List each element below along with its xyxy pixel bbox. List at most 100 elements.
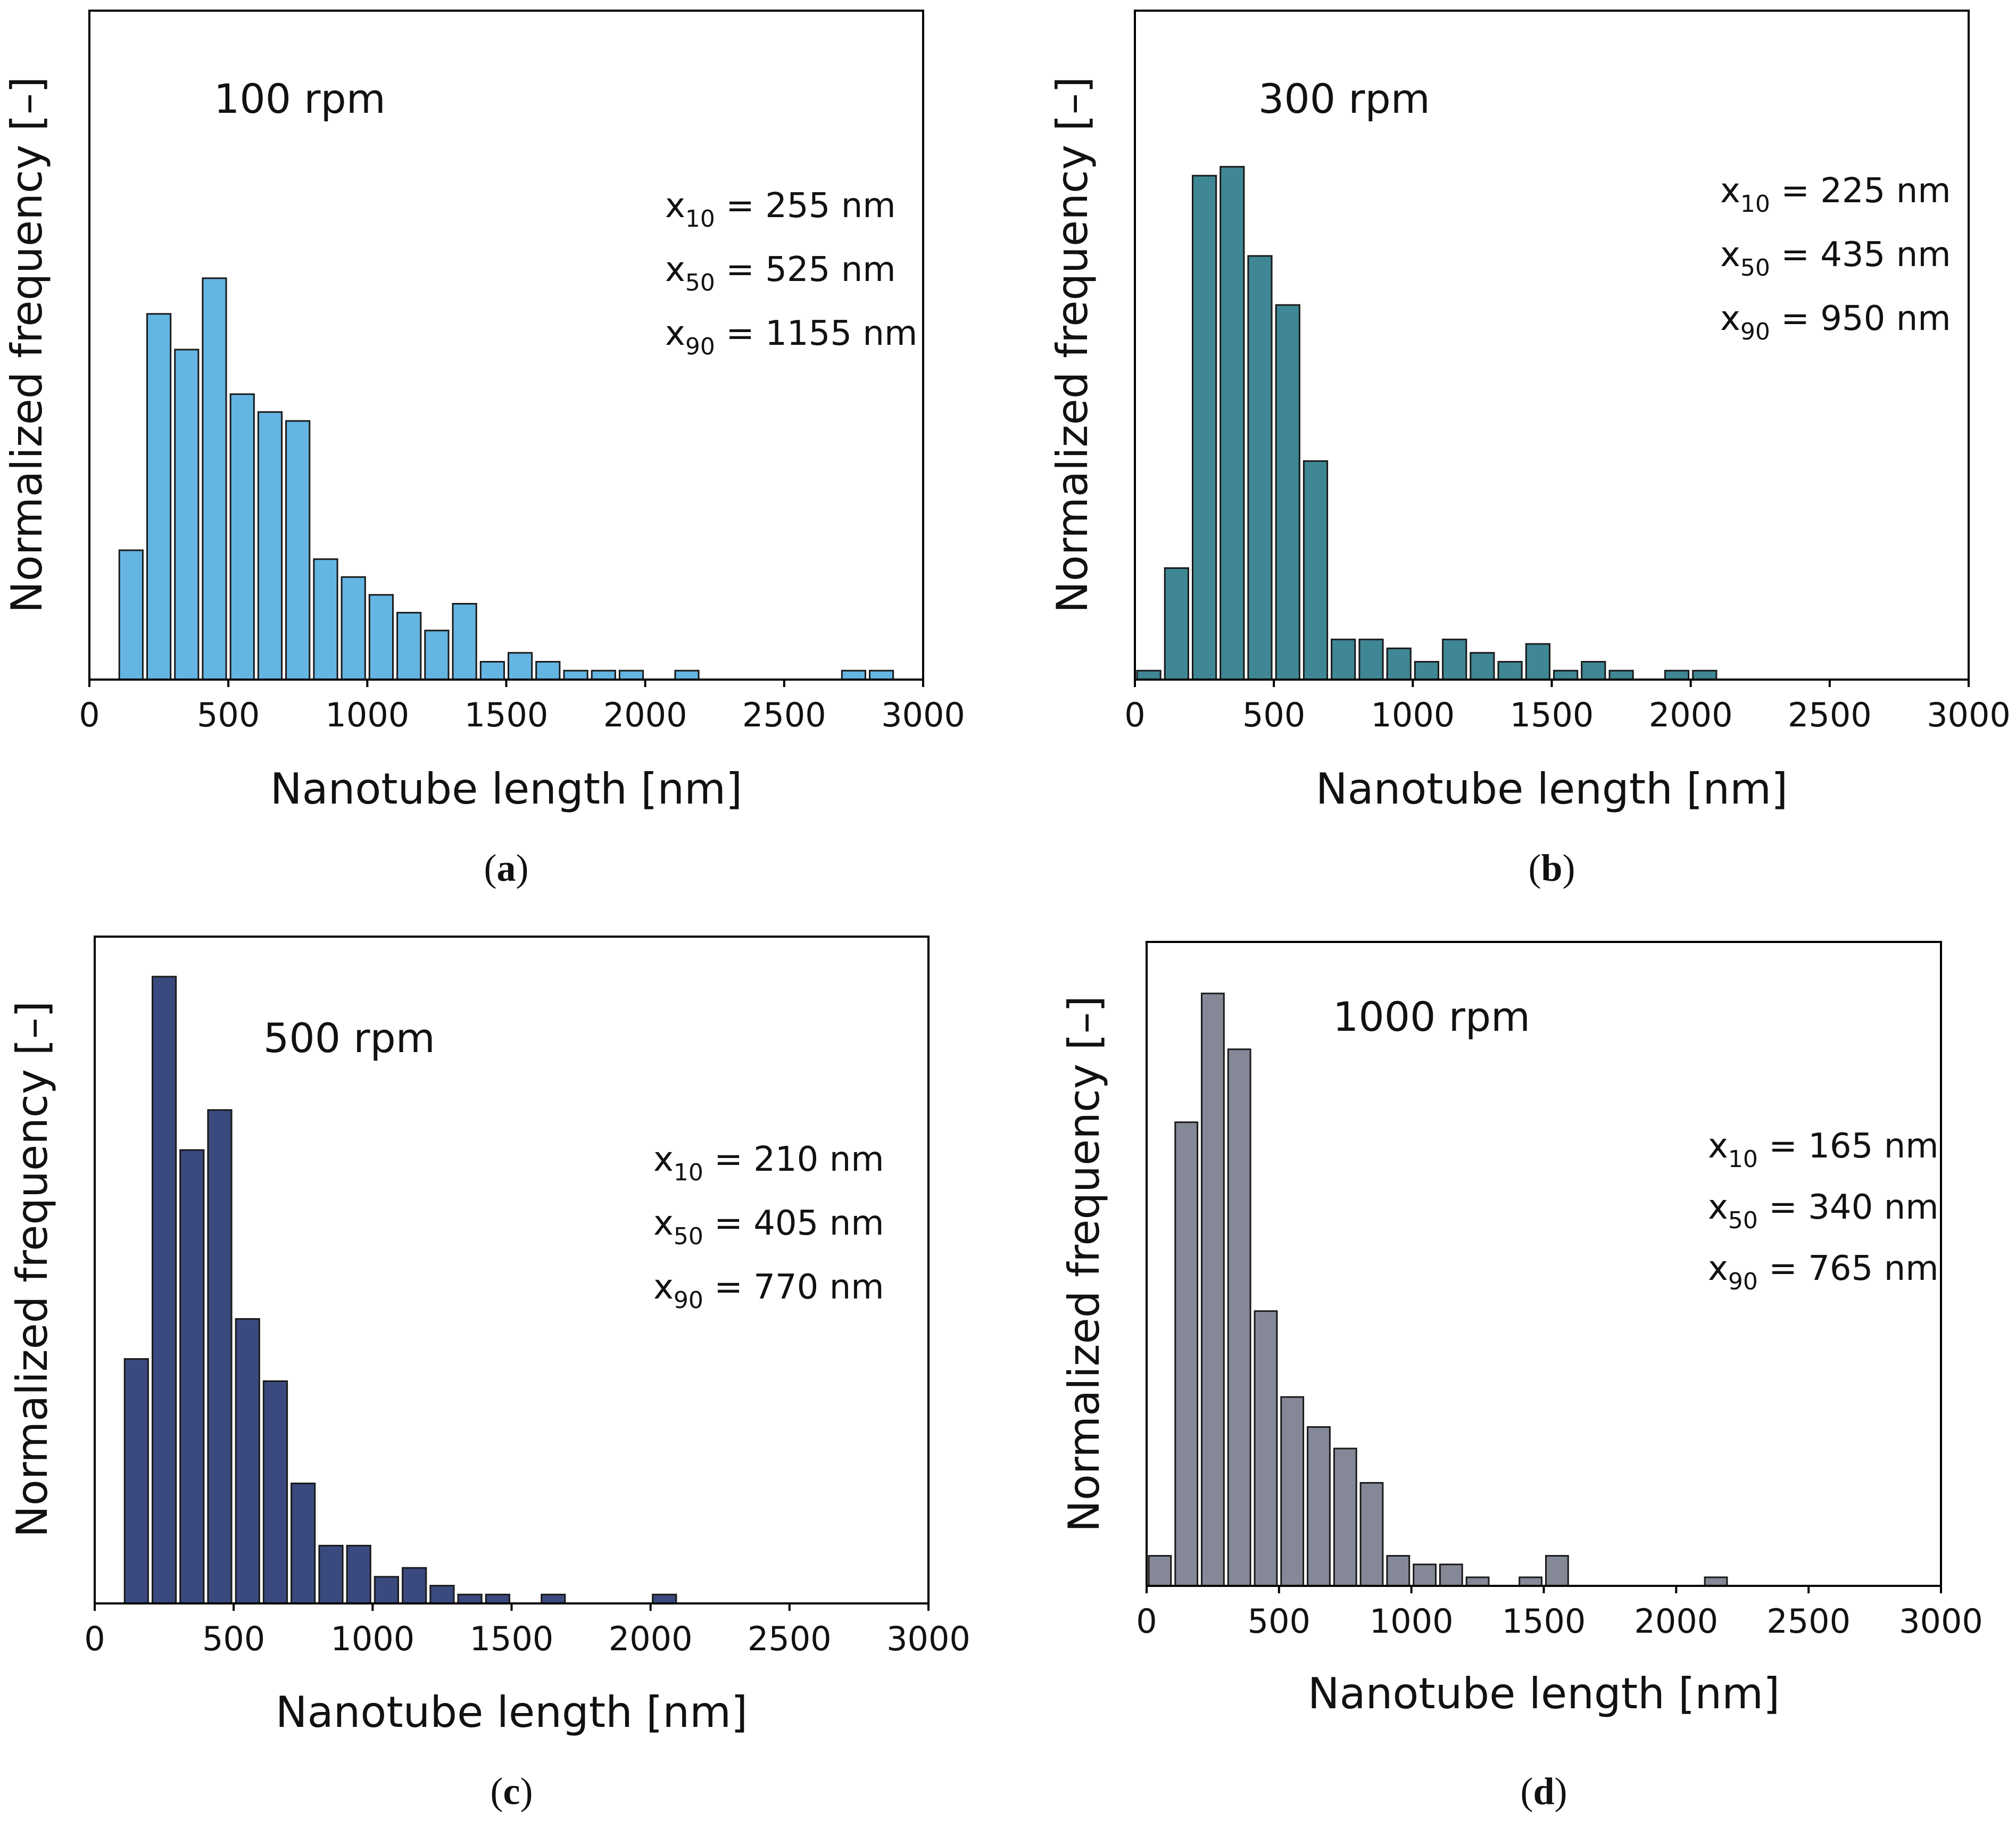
bar-b-1650 <box>1581 661 1606 681</box>
x-tick-label: 2500 <box>748 1619 832 1658</box>
bar-b-650 <box>1302 460 1329 681</box>
x-tick-label: 2000 <box>603 696 687 734</box>
bar-b-1750 <box>1608 669 1634 681</box>
panel-title: 500 rpm <box>263 1014 435 1062</box>
percentile-annotation: x90 = 950 nm <box>1720 299 1951 345</box>
bar-d-150 <box>1174 1121 1199 1587</box>
bar-a-1450 <box>479 661 505 681</box>
x-tick-label: 2500 <box>1766 1602 1851 1641</box>
x-tick-label: 3000 <box>886 1619 970 1658</box>
bar-a-1350 <box>452 603 477 681</box>
panel-title: 300 rpm <box>1258 75 1430 122</box>
bar-a-1950 <box>618 669 644 681</box>
y-axis-label: Normalized frequency [–] <box>1048 77 1097 613</box>
bar-b-450 <box>1247 255 1273 681</box>
y-axis-label: Normalized frequency [–] <box>2 77 52 613</box>
bar-a-950 <box>341 576 366 681</box>
x-tick-label: 2000 <box>609 1619 693 1658</box>
bar-c-650 <box>262 1380 288 1604</box>
x-axis-label: Nanotube length [nm] <box>270 764 743 814</box>
bar-b-1350 <box>1497 661 1523 681</box>
x-tick-label: 1500 <box>470 1619 554 1658</box>
bar-d-1250 <box>1465 1576 1490 1587</box>
bar-d-1550 <box>1545 1555 1569 1587</box>
bar-d-350 <box>1227 1048 1251 1587</box>
bar-c-1250 <box>429 1585 455 1604</box>
x-tick-label: 2500 <box>1788 696 1872 734</box>
chart-panel-a: 0 500 1000 1500 2000 2500 3000 Nanotube length … <box>2 10 965 889</box>
bar-c-350 <box>179 1149 205 1604</box>
bar-b-150 <box>1164 567 1189 681</box>
x-axis-label: Nanotube length [nm] <box>276 1688 748 1737</box>
bar-d-650 <box>1307 1426 1331 1587</box>
bar-a-2150 <box>674 669 700 681</box>
bar-b-1150 <box>1442 639 1467 681</box>
panel-caption: (a) <box>484 847 529 889</box>
x-tick-label: 500 <box>1242 696 1305 734</box>
bar-a-550 <box>229 393 255 681</box>
bar-b-1450 <box>1525 643 1551 681</box>
panel-caption: (d) <box>1520 1770 1567 1813</box>
bar-d-550 <box>1280 1396 1305 1587</box>
bar-d-450 <box>1254 1310 1278 1587</box>
percentile-annotation: x50 = 525 nm <box>665 250 896 296</box>
bar-c-750 <box>291 1483 316 1604</box>
percentile-annotation: x10 = 210 nm <box>653 1140 884 1186</box>
chart-panel-d: 0 500 1000 1500 2000 2500 3000 Nanotube length … <box>1059 941 1983 1813</box>
x-tick-label: 1500 <box>464 696 549 734</box>
x-tick-label: 0 <box>84 1619 105 1658</box>
bar-a-1850 <box>591 669 616 681</box>
bar-b-950 <box>1386 647 1412 681</box>
bar-d-1150 <box>1439 1564 1463 1587</box>
bar-a-1750 <box>563 669 588 681</box>
bar-d-1450 <box>1519 1576 1542 1587</box>
percentile-annotation: x90 = 765 nm <box>1708 1249 1939 1295</box>
bar-c-850 <box>318 1544 344 1604</box>
y-axis-label: Normalized frequency [–] <box>1059 996 1109 1532</box>
bar-a-350 <box>174 349 200 681</box>
bar-b-550 <box>1275 304 1300 681</box>
x-axis-label: Nanotube length [nm] <box>1316 764 1788 814</box>
percentile-annotation: x50 = 435 nm <box>1720 235 1951 282</box>
x-tick-label: 1000 <box>330 1619 414 1658</box>
bar-c-250 <box>152 975 177 1604</box>
x-axis-label: Nanotube length [nm] <box>1308 1669 1780 1718</box>
bar-b-1250 <box>1470 652 1495 681</box>
bar-a-850 <box>313 558 338 681</box>
bar-b-750 <box>1331 639 1356 681</box>
bar-d-850 <box>1359 1482 1384 1587</box>
x-tick-label: 500 <box>197 696 260 734</box>
x-tick-label: 0 <box>1136 1602 1157 1641</box>
x-tick-label: 3000 <box>881 696 965 734</box>
percentile-annotation: x10 = 255 nm <box>665 186 896 233</box>
bar-b-350 <box>1219 166 1245 681</box>
x-tick-label: 1500 <box>1502 1602 1586 1641</box>
bar-d-1050 <box>1413 1564 1437 1587</box>
bar-b-2050 <box>1692 669 1718 681</box>
percentile-annotation: x10 = 225 nm <box>1720 171 1951 218</box>
x-tick-label: 0 <box>79 696 99 734</box>
bar-a-250 <box>146 313 172 681</box>
bar-b-850 <box>1358 639 1384 681</box>
percentile-annotation: x50 = 340 nm <box>1708 1188 1939 1234</box>
x-tick-label: 2500 <box>742 696 826 734</box>
bar-d-950 <box>1386 1555 1411 1587</box>
bar-d-50 <box>1148 1555 1172 1587</box>
bar-b-50 <box>1136 669 1162 681</box>
panel-title: 1000 rpm <box>1333 993 1530 1040</box>
bar-b-1050 <box>1414 661 1440 681</box>
bar-a-1650 <box>535 661 561 681</box>
bar-d-250 <box>1201 992 1225 1587</box>
bar-c-950 <box>346 1544 371 1604</box>
bar-a-1550 <box>508 652 533 681</box>
bar-a-1150 <box>396 611 422 681</box>
bar-a-1050 <box>368 594 394 681</box>
x-tick-label: 3000 <box>1899 1602 1983 1641</box>
x-tick-label: 1000 <box>1371 696 1455 734</box>
x-tick-label: 500 <box>202 1619 265 1658</box>
bar-c-1350 <box>457 1593 483 1604</box>
chart-panel-b: 0 500 1000 1500 2000 2500 3000 Nanotube length … <box>1048 10 2011 889</box>
bar-a-2850 <box>869 669 894 681</box>
bar-a-1250 <box>424 630 450 681</box>
